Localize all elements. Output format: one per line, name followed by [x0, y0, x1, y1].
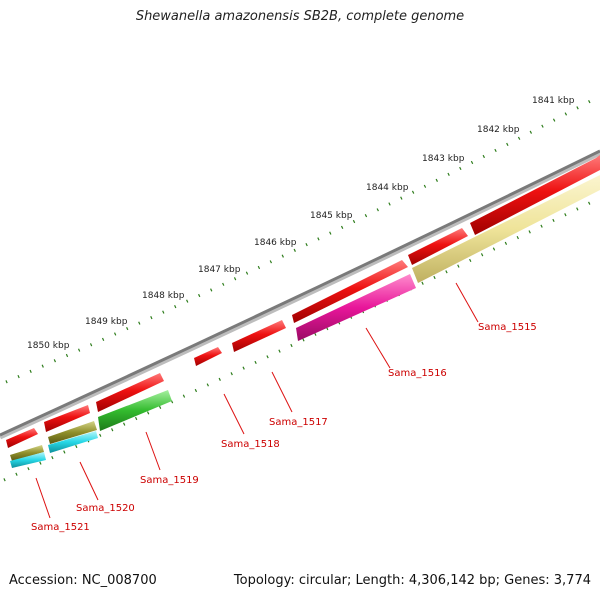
scale-label: 1843 kbp	[422, 154, 465, 164]
feature-sama-1521-lower	[10, 452, 46, 468]
scale-label: 1848 kbp	[142, 291, 185, 301]
cds-arrow	[96, 373, 164, 412]
cds-arrow	[408, 228, 468, 265]
feature-sama-1515	[412, 175, 600, 283]
forward-strand-features	[6, 155, 600, 448]
gene-label: Sama_1516	[388, 368, 447, 379]
cds-arrow	[194, 347, 222, 366]
scale-labels: 1841 kbp 1842 kbp 1843 kbp 1844 kbp 1845…	[27, 96, 575, 351]
feature-sama-1516	[296, 274, 416, 341]
cds-arrow	[470, 155, 600, 235]
leader-line	[455, 282, 479, 323]
leader-line	[365, 327, 391, 369]
cds-arrow	[44, 405, 90, 432]
genome-summary-text: Topology: circular; Length: 4,306,142 bp…	[233, 573, 591, 588]
leader-line	[223, 393, 245, 435]
feature-sama-1520	[48, 421, 97, 444]
gene-labels: Sama_1515 Sama_1516 Sama_1517 Sama_1518 …	[31, 322, 537, 533]
feature-sama-1521	[10, 445, 44, 461]
gene-label: Sama_1518	[221, 439, 280, 450]
genome-backbone	[0, 149, 600, 437]
accession-text: Accession: NC_008700	[9, 573, 157, 588]
scale-label: 1846 kbp	[254, 238, 297, 248]
scale-label: 1842 kbp	[477, 125, 520, 135]
colored-features	[10, 175, 600, 468]
scale-label: 1849 kbp	[85, 317, 128, 327]
scale-label: 1850 kbp	[27, 341, 70, 351]
feature-sama-1519	[98, 390, 172, 431]
gene-label: Sama_1517	[269, 417, 328, 428]
leader-line	[271, 371, 293, 413]
gene-label: Sama_1520	[76, 503, 135, 514]
gene-label-lines	[35, 282, 479, 519]
leader-line	[145, 431, 161, 471]
scale-label: 1841 kbp	[532, 96, 575, 106]
cds-arrow	[232, 320, 286, 352]
cds-arrow	[292, 260, 408, 323]
scale-label: 1844 kbp	[366, 183, 409, 193]
map-title: Shewanella amazonensis SB2B, complete ge…	[135, 9, 465, 24]
gene-label: Sama_1519	[140, 475, 199, 486]
feature-sama-1520-lower	[48, 431, 98, 453]
gene-label: Sama_1521	[31, 522, 90, 533]
scale-label: 1845 kbp	[310, 211, 353, 221]
gene-label: Sama_1515	[478, 322, 537, 333]
cds-arrow	[6, 428, 38, 448]
scale-label: 1847 kbp	[198, 265, 241, 275]
leader-line	[35, 477, 51, 519]
genome-backbone-shadow	[0, 150, 600, 440]
leader-line	[79, 461, 99, 501]
